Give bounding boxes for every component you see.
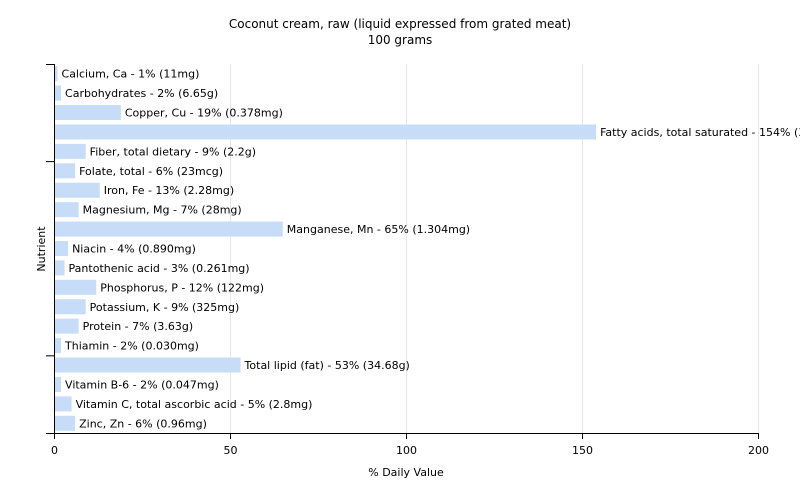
bar	[54, 105, 121, 121]
bar	[54, 338, 62, 354]
x-axis-title: % Daily Value	[368, 466, 444, 479]
bar-label: Fatty acids, total saturated - 154% (30.…	[600, 126, 800, 139]
bar-label: Protein - 7% (3.63g)	[83, 320, 194, 333]
bar-label: Copper, Cu - 19% (0.378mg)	[125, 107, 283, 120]
bar-label: Vitamin C, total ascorbic acid - 5% (2.8…	[76, 398, 313, 411]
bar-label: Total lipid (fat) - 53% (34.68g)	[244, 359, 410, 372]
bars	[54, 66, 597, 431]
bar	[54, 357, 241, 373]
chart-subtitle: 100 grams	[368, 33, 433, 47]
x-tick-label: 50	[224, 444, 238, 457]
bar	[54, 221, 283, 237]
x-tick-label: 150	[572, 444, 593, 457]
bar-label: Niacin - 4% (0.890mg)	[72, 243, 196, 256]
x-tick-label: 100	[396, 444, 417, 457]
bar	[54, 376, 62, 392]
bar	[54, 318, 79, 334]
x-tick-label: 0	[51, 444, 58, 457]
bar-label: Magnesium, Mg - 7% (28mg)	[83, 204, 242, 217]
bar	[54, 299, 86, 315]
bar-label: Vitamin B-6 - 2% (0.047mg)	[65, 378, 219, 391]
bar	[54, 415, 76, 431]
bar	[54, 124, 597, 140]
bar-labels: Calcium, Ca - 1% (11mg) Carbohydrates - 2…	[62, 68, 800, 431]
bar-label: Potassium, K - 9% (325mg)	[90, 301, 240, 314]
bar-label: Zinc, Zn - 6% (0.96mg)	[79, 417, 207, 430]
bar	[54, 396, 72, 412]
y-axis-title: Nutrient	[35, 226, 48, 272]
bar	[54, 182, 100, 198]
bar	[54, 143, 86, 159]
x-tick-label: 200	[748, 444, 769, 457]
bar	[54, 202, 79, 218]
bar	[54, 66, 58, 82]
bar-label: Folate, total - 6% (23mcg)	[79, 165, 223, 178]
bar-label: Manganese, Mn - 65% (1.304mg)	[287, 223, 470, 236]
bar-label: Calcium, Ca - 1% (11mg)	[62, 68, 200, 81]
bar	[54, 260, 65, 276]
bar-label: Iron, Fe - 13% (2.28mg)	[104, 184, 234, 197]
chart-title: Coconut cream, raw (liquid expressed fro…	[229, 17, 571, 31]
bar	[54, 163, 76, 179]
bar	[54, 279, 97, 295]
bar	[54, 241, 69, 256]
bar-label: Phosphorus, P - 12% (122mg)	[100, 281, 264, 294]
bar-label: Pantothenic acid - 3% (0.261mg)	[69, 262, 250, 275]
axes: 0 50 100 150 200	[46, 64, 769, 457]
bar	[54, 85, 62, 101]
bar-label: Fiber, total dietary - 9% (2.2g)	[90, 145, 256, 158]
bar-label: Carbohydrates - 2% (6.65g)	[65, 87, 218, 100]
bar-label: Thiamin - 2% (0.030mg)	[64, 340, 199, 353]
grid-lines	[230, 64, 759, 433]
